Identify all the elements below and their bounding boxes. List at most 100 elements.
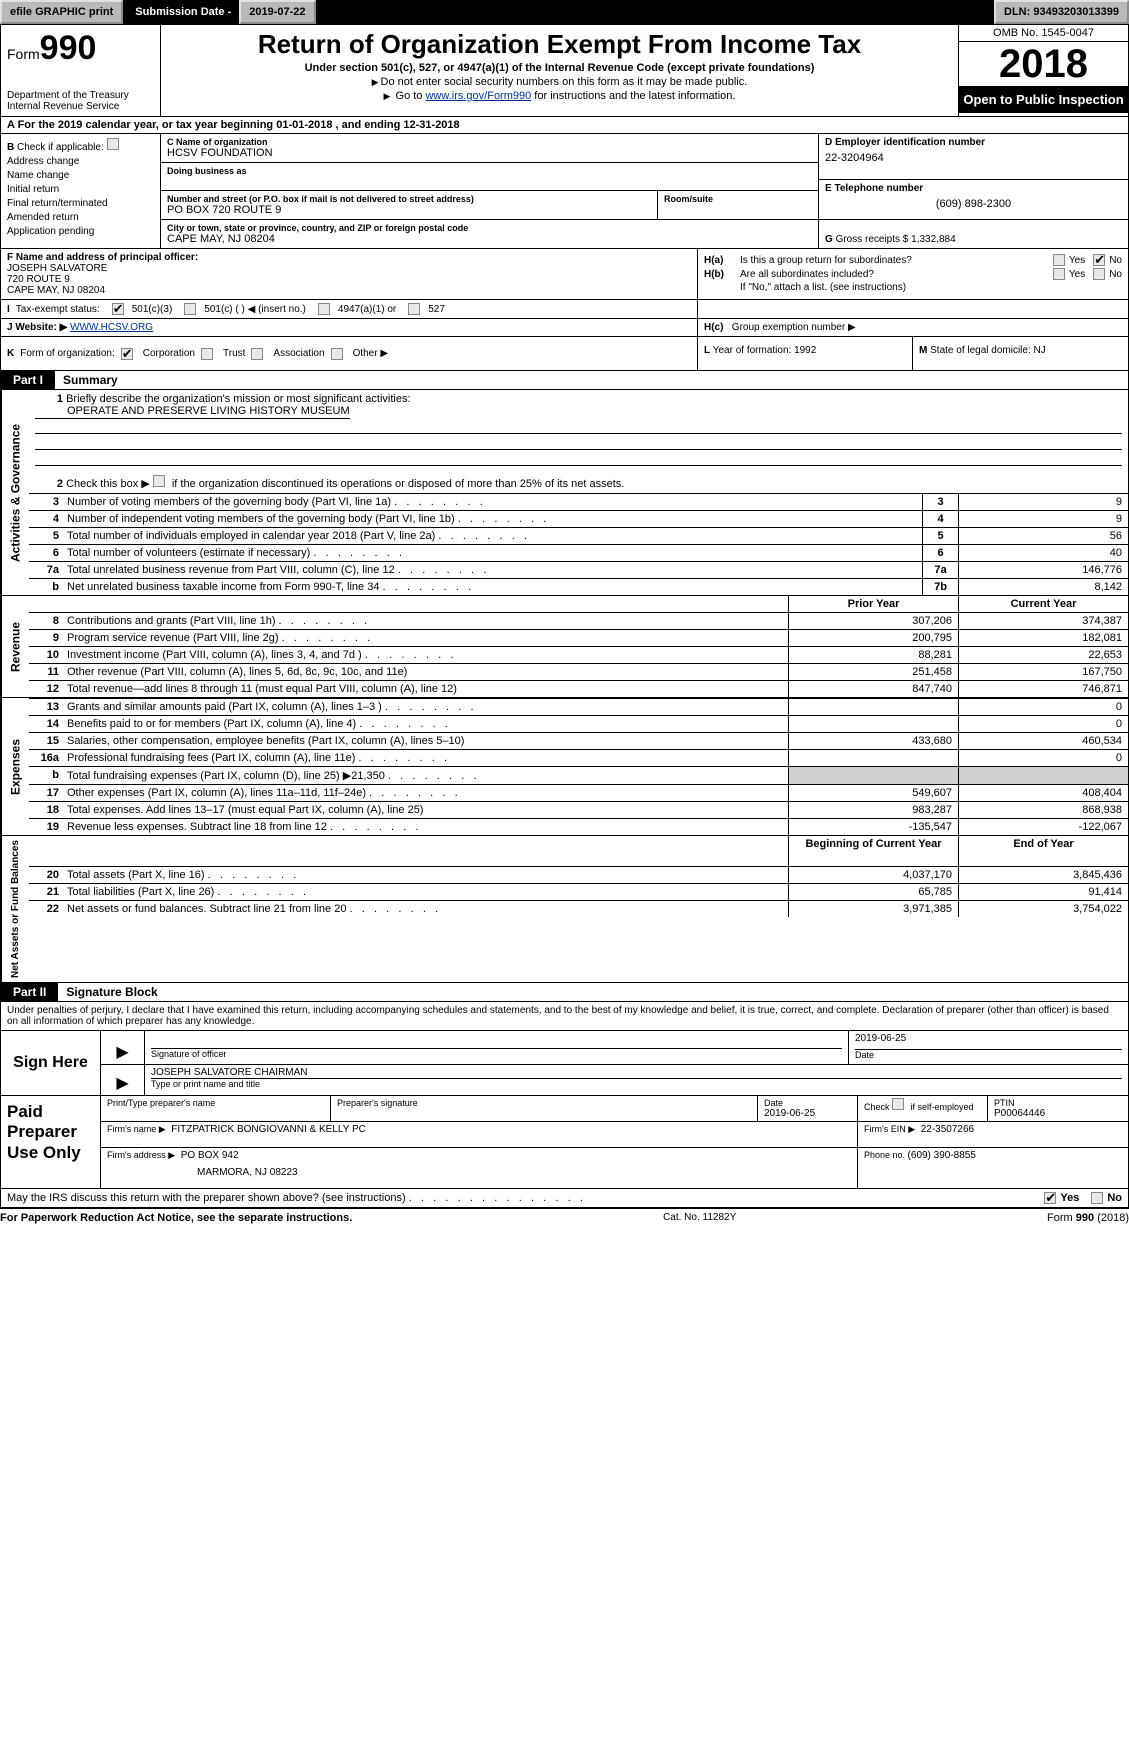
application-pending-label: Application pending (7, 226, 94, 237)
line-desc: Total number of volunteers (estimate if … (63, 545, 922, 561)
amended-label: Amended return (7, 212, 79, 223)
line-9: 9Program service revenue (Part VIII, lin… (29, 629, 1128, 646)
website-link[interactable]: WWW.HCSV.ORG (70, 322, 153, 333)
i-letter: I (7, 304, 10, 315)
line-boxnum: 5 (922, 528, 958, 544)
line-boxnum: 3 (922, 494, 958, 510)
footer-right-post: (2018) (1094, 1212, 1129, 1224)
sign-block: Sign Here ▶ Signature of officer 2019-06… (1, 1030, 1128, 1096)
trust-checkbox[interactable] (201, 348, 213, 360)
preparer-date-cell: Date 2019-06-25 (758, 1096, 858, 1121)
g-letter: G (825, 234, 833, 245)
sign-date-label: Date (855, 1049, 1122, 1060)
line-12: 12Total revenue—add lines 8 through 11 (… (29, 680, 1128, 697)
end-year-header: End of Year (958, 836, 1128, 866)
submission-date-value: 2019-07-22 (239, 0, 315, 24)
header-left: Form990 Department of the Treasury Inter… (1, 25, 161, 116)
line-num: 4 (29, 511, 63, 527)
name-title-label: Type or print name and title (151, 1079, 1122, 1089)
room-cell: Room/suite (658, 191, 818, 219)
501c3-checkbox[interactable] (112, 303, 124, 315)
signature-line[interactable] (151, 1033, 842, 1049)
telephone-value: (609) 898-2300 (825, 198, 1122, 210)
irs-link[interactable]: www.irs.gov/Form990 (425, 90, 531, 102)
discuss-no-checkbox[interactable] (1091, 1192, 1103, 1204)
gross-receipts-cell: G Gross receipts $ 1,332,884 (819, 220, 1128, 248)
prior-value (788, 750, 958, 766)
current-value: 460,534 (958, 733, 1128, 749)
line-b: bTotal fundraising expenses (Part IX, co… (29, 766, 1128, 784)
room-label: Room/suite (664, 194, 812, 204)
name-title-row: ▶ JOSEPH SALVATORE CHAIRMAN Type or prin… (101, 1065, 1128, 1095)
hb-label: H(b) (704, 269, 740, 280)
discuss-yes-checkbox[interactable] (1044, 1192, 1056, 1204)
preparer-sig-cell: Preparer's signature (331, 1096, 758, 1121)
501c-checkbox[interactable] (184, 303, 196, 315)
self-employed-checkbox[interactable] (892, 1098, 904, 1110)
line-num: 5 (29, 528, 63, 544)
line-boxnum: 4 (922, 511, 958, 527)
line-num: 21 (29, 884, 63, 900)
ha-no-checkbox[interactable] (1093, 254, 1105, 266)
hb-yes-checkbox[interactable] (1053, 268, 1065, 280)
blank-line-2 (35, 436, 1122, 450)
hb-no-checkbox[interactable] (1093, 268, 1105, 280)
current-value: 0 (958, 699, 1128, 715)
other-checkbox[interactable] (331, 348, 343, 360)
form-subtitle: Under section 501(c), 527, or 4947(a)(1)… (169, 62, 950, 74)
l-value: 1992 (794, 345, 816, 356)
sign-date-cell: 2019-06-25 Date (848, 1031, 1128, 1064)
assoc-checkbox[interactable] (251, 348, 263, 360)
year-formation-cell: L Year of formation: 1992 (698, 337, 913, 370)
form-title: Return of Organization Exempt From Incom… (169, 29, 950, 60)
chk-final-return: Final return/terminated (7, 198, 154, 209)
form-header: Form990 Department of the Treasury Inter… (1, 25, 1128, 117)
sign-date-value: 2019-06-25 (855, 1033, 1122, 1049)
part2-header: Part II Signature Block (1, 983, 1128, 1002)
part1-tag: Part I (1, 371, 55, 389)
527-checkbox[interactable] (408, 303, 420, 315)
checkbox-generic-icon[interactable] (107, 138, 119, 150)
check-if-applicable-label: Check if applicable: (17, 142, 104, 153)
preparer-sig-label: Preparer's signature (337, 1098, 751, 1108)
column-d: D Employer identification number 22-3204… (818, 134, 1128, 248)
footer-right-pre: Form (1047, 1212, 1076, 1224)
col-b-header: B Check if applicable: (7, 138, 154, 153)
current-value: 3,754,022 (958, 901, 1128, 917)
line-16a: 16aProfessional fundraising fees (Part I… (29, 749, 1128, 766)
current-value: 374,387 (958, 613, 1128, 629)
tax-exempt-cell: I Tax-exempt status: 501(c)(3) 501(c) ( … (1, 300, 698, 318)
side-net-assets: Net Assets or Fund Balances (1, 836, 29, 982)
row-i: I Tax-exempt status: 501(c)(3) 501(c) ( … (1, 300, 1128, 319)
line2-checkbox[interactable] (153, 475, 165, 487)
row-a-tax-year: A For the 2019 calendar year, or tax yea… (1, 117, 1128, 134)
current-value: 868,938 (958, 802, 1128, 818)
ha-text: Is this a group return for subordinates? (740, 255, 1053, 266)
officer-addr1: 720 ROUTE 9 (7, 274, 691, 285)
line-6: 6Total number of volunteers (estimate if… (29, 544, 1128, 561)
line-10: 10Investment income (Part VIII, column (… (29, 646, 1128, 663)
footer-right-form: 990 (1076, 1212, 1094, 1224)
line-18: 18Total expenses. Add lines 13–17 (must … (29, 801, 1128, 818)
ptin-cell: PTIN P00064446 (988, 1096, 1128, 1121)
form-num: 990 (40, 29, 97, 67)
line-desc: Salaries, other compensation, employee b… (63, 733, 788, 749)
current-value: 408,404 (958, 785, 1128, 801)
corp-checkbox[interactable] (121, 348, 133, 360)
preparer-date-label: Date (764, 1098, 851, 1108)
line-desc: Net assets or fund balances. Subtract li… (63, 901, 788, 917)
revenue-col-header: Prior Year Current Year (29, 596, 1128, 612)
501c3-label: 501(c)(3) (132, 304, 173, 315)
firm-addr-label: Firm's address ▶ (107, 1150, 175, 1160)
expense-rows: 13Grants and similar amounts paid (Part … (29, 698, 1128, 835)
net-hdr-spacer (29, 836, 788, 866)
dln-label: DLN: (1004, 6, 1033, 18)
org-name-value: HCSV FOUNDATION (167, 147, 812, 159)
ha-yes-checkbox[interactable] (1053, 254, 1065, 266)
preparer-row1: Print/Type preparer's name Preparer's si… (101, 1096, 1128, 1122)
efile-print-button[interactable]: efile GRAPHIC print (0, 0, 123, 24)
prior-value: 65,785 (788, 884, 958, 900)
firm-ein-cell: Firm's EIN ▶ 22-3507266 (858, 1122, 1128, 1147)
current-value (958, 767, 1128, 784)
4947-checkbox[interactable] (318, 303, 330, 315)
